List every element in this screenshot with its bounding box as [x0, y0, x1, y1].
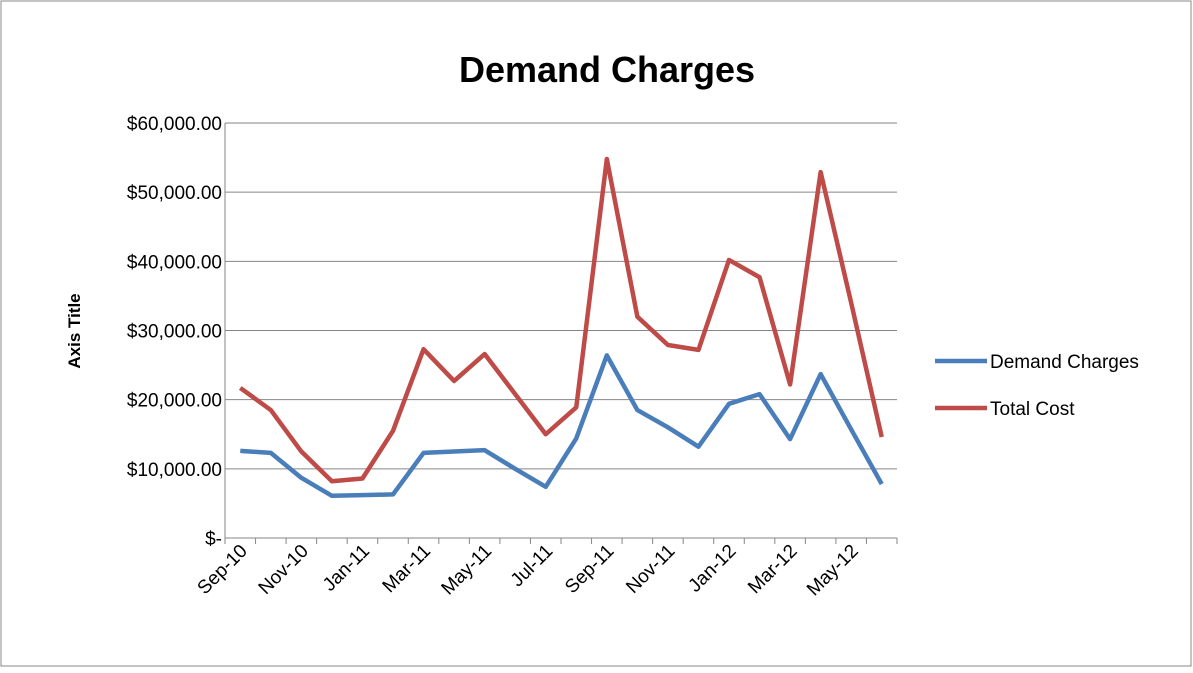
chart-title: Demand Charges — [459, 49, 755, 90]
y-tick-label: $10,000.00 — [127, 460, 222, 481]
y-tick-label: $60,000.00 — [127, 114, 222, 135]
y-tick-label: $- — [205, 529, 222, 550]
y-tick-label: $20,000.00 — [127, 391, 222, 412]
y-tick-label: $30,000.00 — [127, 322, 222, 343]
legend-label: Total Cost — [990, 399, 1075, 420]
y-tick-label: $40,000.00 — [127, 252, 222, 273]
y-axis-title: Axis Title — [65, 293, 84, 368]
y-tick-label: $50,000.00 — [127, 183, 222, 204]
line-series — [240, 353, 884, 499]
line-series — [238, 156, 884, 484]
legend-label: Demand Charges — [990, 352, 1139, 373]
